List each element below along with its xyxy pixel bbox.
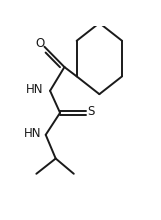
Text: HN: HN — [24, 127, 41, 140]
Text: S: S — [88, 105, 95, 118]
Text: O: O — [35, 37, 45, 50]
Text: HN: HN — [26, 83, 43, 96]
